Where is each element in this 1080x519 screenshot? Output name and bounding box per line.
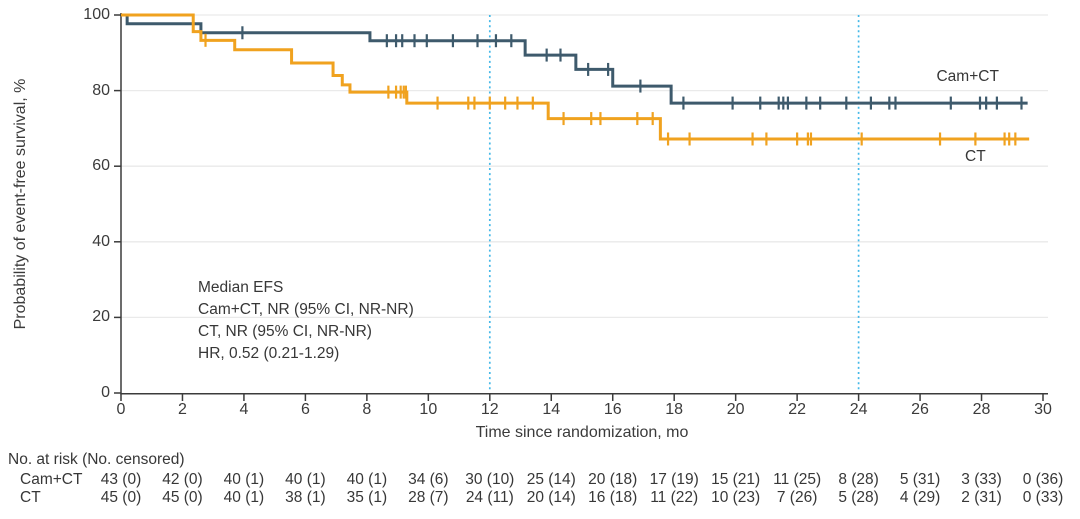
risk-row-label-ct: CT bbox=[20, 489, 41, 506]
km-curve-cam-ct bbox=[121, 13, 1028, 105]
y-tick-label: 0 bbox=[101, 384, 110, 401]
risk-value-cell: 40 (1) bbox=[285, 471, 326, 488]
risk-value-cell: 17 (19) bbox=[649, 471, 699, 488]
annotation-line-median-efs: Median EFS bbox=[198, 279, 284, 296]
x-tick-label: 12 bbox=[480, 401, 499, 418]
x-tick-label: 4 bbox=[239, 401, 249, 418]
risk-value-cell: 25 (14) bbox=[526, 471, 576, 488]
x-tick-label: 18 bbox=[665, 401, 684, 418]
annotation-line-hr: HR, 0.52 (0.21-1.29) bbox=[198, 345, 340, 362]
x-tick-label: 8 bbox=[362, 401, 372, 418]
risk-value-cell: 45 (0) bbox=[100, 489, 142, 506]
x-tick-label: 2 bbox=[178, 401, 187, 418]
risk-value-cell: 42 (0) bbox=[162, 471, 203, 488]
x-tick-label: 16 bbox=[603, 401, 622, 418]
risk-value-cell: 5 (28) bbox=[838, 489, 879, 506]
risk-table-title: No. at risk (No. censored) bbox=[8, 451, 185, 468]
x-tick-label: 10 bbox=[419, 401, 438, 418]
risk-value-cell: 40 (1) bbox=[223, 471, 265, 488]
risk-value-cell: 15 (21) bbox=[711, 471, 761, 488]
risk-value-cell: 0 (33) bbox=[1022, 489, 1064, 506]
risk-value-cell: 20 (14) bbox=[526, 489, 576, 506]
risk-value-cell: 0 (36) bbox=[1022, 471, 1064, 488]
risk-value-cell: 11 (22) bbox=[650, 489, 699, 506]
risk-value-cell: 43 (0) bbox=[100, 471, 142, 488]
risk-value-cell: 40 (1) bbox=[223, 489, 265, 506]
risk-value-cell: 10 (23) bbox=[711, 489, 761, 506]
y-axis-label: Probability of event-free survival, % bbox=[12, 78, 29, 330]
median-efs-annotation: Median EFS Cam+CT, NR (95% CI, NR-NR) CT… bbox=[198, 277, 414, 365]
risk-value-cell: 45 (0) bbox=[162, 489, 203, 506]
y-tick-label: 60 bbox=[92, 157, 110, 175]
risk-value-cell: 40 (1) bbox=[346, 471, 388, 488]
risk-value-cell: 4 (29) bbox=[899, 489, 941, 506]
risk-row-label-cam-ct: Cam+CT bbox=[20, 471, 83, 488]
x-tick-label: 30 bbox=[1034, 401, 1052, 418]
risk-value-cell: 35 (1) bbox=[346, 489, 388, 506]
risk-value-cell: 11 (25) bbox=[773, 471, 822, 488]
series-label-cam-ct: Cam+CT bbox=[936, 68, 999, 86]
risk-value-cell: 20 (18) bbox=[588, 471, 638, 488]
y-tick-label: 80 bbox=[92, 81, 110, 99]
risk-value-cell: 24 (11) bbox=[465, 489, 514, 506]
km-curve-ct bbox=[121, 13, 1030, 141]
annotation-line-cam-ct: Cam+CT, NR (95% CI, NR-NR) bbox=[198, 301, 414, 318]
risk-value-cell: 7 (26) bbox=[776, 489, 818, 506]
x-tick-label: 28 bbox=[972, 401, 991, 418]
risk-value-cell: 38 (1) bbox=[285, 489, 326, 506]
x-tick-label: 0 bbox=[116, 401, 126, 418]
y-tick-label: 100 bbox=[83, 6, 110, 23]
y-tick-label: 20 bbox=[92, 308, 110, 326]
x-tick-label: 14 bbox=[542, 401, 561, 418]
x-axis-label: Time since randomization, mo bbox=[475, 424, 689, 441]
risk-value-cell: 2 (31) bbox=[961, 489, 1002, 506]
x-tick-label: 20 bbox=[726, 401, 745, 418]
x-tick-label: 26 bbox=[911, 401, 929, 418]
risk-value-cell: 5 (31) bbox=[899, 471, 941, 488]
risk-value-cell: 8 (28) bbox=[838, 471, 879, 488]
y-tick-label: 40 bbox=[92, 232, 110, 250]
risk-value-cell: 30 (10) bbox=[465, 471, 515, 488]
x-tick-label: 24 bbox=[849, 401, 868, 418]
annotation-line-ct: CT, NR (95% CI, NR-NR) bbox=[198, 323, 372, 340]
risk-value-cell: 3 (33) bbox=[961, 471, 1002, 488]
x-tick-label: 6 bbox=[300, 401, 310, 418]
risk-value-cell: 28 (7) bbox=[408, 489, 449, 506]
risk-value-cell: 34 (6) bbox=[408, 471, 449, 488]
x-tick-label: 22 bbox=[788, 401, 807, 418]
risk-value-cell: 16 (18) bbox=[588, 489, 638, 506]
series-label-ct: CT bbox=[965, 147, 986, 165]
